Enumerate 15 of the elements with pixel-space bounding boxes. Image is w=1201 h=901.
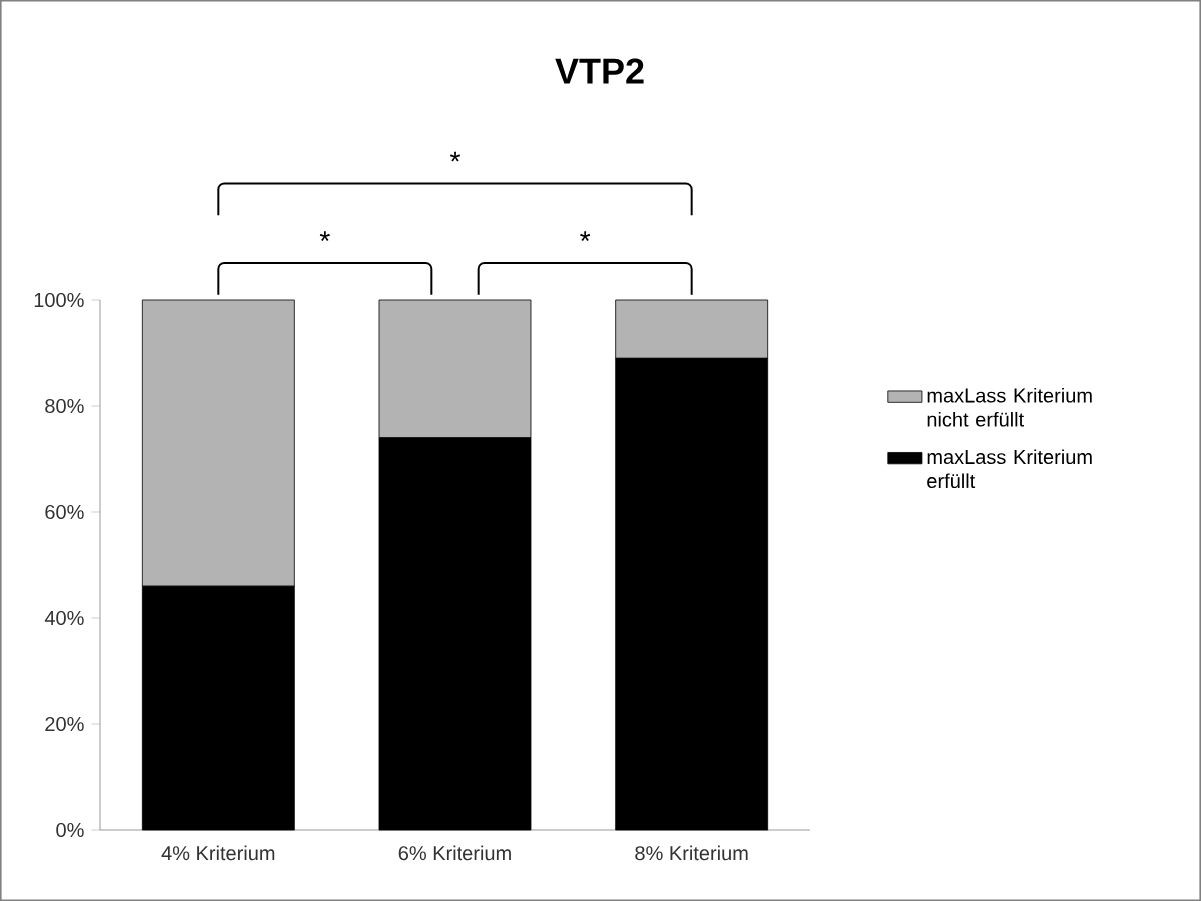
x-tick-label: 4% Kriterium: [161, 845, 275, 861]
legend-label: maxLass Kriterium erfüllt: [927, 449, 1092, 489]
text: *: [580, 231, 591, 242]
text: *: [319, 231, 330, 242]
y-tick-label: 60%: [45, 504, 84, 520]
text: *: [449, 151, 461, 162]
y-tick-label: 100%: [34, 292, 84, 308]
y-tick-label: 80%: [45, 398, 84, 414]
y-tick-label: 0%: [56, 822, 84, 838]
y-tick-label: 20%: [45, 716, 84, 732]
chart-title: VTP2: [555, 58, 644, 84]
x-tick-label: 6% Kriterium: [398, 845, 511, 861]
y-tick-label: 40%: [44, 610, 84, 626]
x-tick-label: 8% Kriterium: [635, 845, 748, 861]
legend-label: maxLass Kriterium nicht erfüllt: [927, 387, 1092, 427]
